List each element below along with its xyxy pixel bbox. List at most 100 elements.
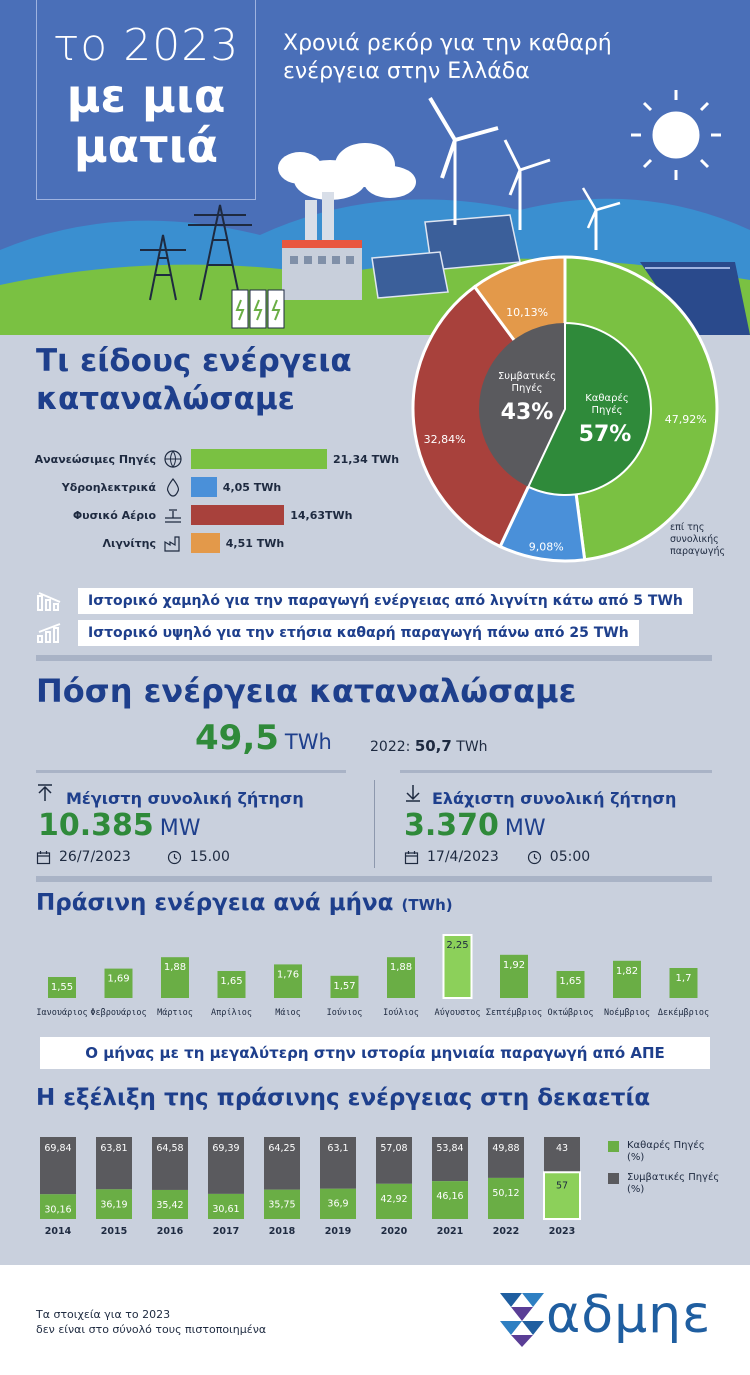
gas-valve-icon xyxy=(165,509,181,523)
hero-subtitle-line2: ενέργεια στην Ελλάδα xyxy=(283,59,530,84)
monthly-title-text: Πράσινη ενέργεια ανά μήνα xyxy=(36,890,394,916)
globe-leaf-icon xyxy=(164,450,182,468)
legend-conv-line1: Συμβατικές Πηγές xyxy=(627,1172,720,1183)
legend-clean: Καθαρές Πηγές (%) xyxy=(608,1140,705,1164)
calendar-icon xyxy=(404,850,419,864)
month-label: Σεπτέμβριος xyxy=(486,1008,542,1018)
clock-icon xyxy=(167,850,181,864)
month-value-label: 1,92 xyxy=(503,960,525,971)
clean-sources-slice xyxy=(527,321,652,496)
prev-year-consumption: 2022: 50,7 TWh xyxy=(370,737,488,755)
monthly-title-unit: (TWh) xyxy=(401,896,453,914)
footer-note: Τα στοιχεία για το 2023 δεν είναι στο σύ… xyxy=(36,1307,276,1337)
energy-bar xyxy=(191,449,327,469)
month-bar xyxy=(500,954,528,998)
pie-note-line1: επί της xyxy=(670,522,705,533)
conventional-value-label: 63,1 xyxy=(327,1143,348,1154)
pie-slice-label: 32,84% xyxy=(424,433,466,446)
hero-title-line1: με μια xyxy=(66,69,226,123)
clean-bar xyxy=(488,1177,524,1219)
energy-bar xyxy=(191,533,220,553)
month-bar xyxy=(48,977,76,998)
sun-icon xyxy=(631,90,721,180)
month-bar xyxy=(442,934,473,999)
divider xyxy=(36,770,346,773)
min-demand-date: 17/4/2023 xyxy=(427,849,499,865)
legend-conventional: Συμβατικές Πηγές (%) xyxy=(608,1172,719,1196)
admie-logo-icon xyxy=(500,1293,544,1347)
conventional-value-label: 57,08 xyxy=(380,1143,407,1154)
year-label: 2021 xyxy=(437,1226,463,1237)
month-value-label: 1,7 xyxy=(676,973,692,984)
month-label: Ιούνιος xyxy=(327,1008,363,1018)
energy-bar-row: Υδροηλεκτρικά 4,05 TWh xyxy=(30,476,281,498)
water-drop-icon xyxy=(166,478,180,497)
month-bar xyxy=(274,964,302,998)
month-value-label: 1,88 xyxy=(390,962,412,973)
month-bar xyxy=(161,957,189,998)
legend-clean-line2: (%) xyxy=(627,1152,645,1163)
month-value-label: 2,25 xyxy=(446,940,468,951)
month-bar xyxy=(556,971,585,998)
month-label: Νοέμβριος xyxy=(604,1008,650,1018)
record-high-text: Ιστορικό υψηλό για την ετήσια καθαρή παρ… xyxy=(78,620,639,646)
clean-value-label: 46,16 xyxy=(436,1191,463,1202)
month-bar xyxy=(613,960,641,998)
pie-slice-label: 9,08% xyxy=(529,541,564,554)
total-consumption-value: 49,5 xyxy=(195,718,279,758)
clean-bar xyxy=(320,1188,356,1219)
energy-bar-label: Λιγνίτης xyxy=(102,536,156,550)
conventional-value-label: 53,84 xyxy=(436,1143,463,1154)
clean-bar xyxy=(432,1181,468,1219)
energy-bar xyxy=(191,477,217,497)
chart-up-icon xyxy=(37,623,61,643)
year-label: 2016 xyxy=(157,1226,184,1237)
decade-stacked-chart: 69,84 30,16 2014 63,81 36,19 2015 64,58 35,42 20… xyxy=(40,1137,581,1237)
min-demand-unit: MW xyxy=(504,816,546,841)
power-pylon-icon xyxy=(140,204,252,301)
clean-bar xyxy=(208,1193,244,1219)
month-bar xyxy=(387,957,415,998)
arrow-up-icon xyxy=(38,784,52,801)
record-low-lignite: Ιστορικό χαμηλό για την παραγωγή ενέργει… xyxy=(36,588,693,614)
legend-clean-line1: Καθαρές Πηγές xyxy=(627,1140,705,1151)
conventional-bar xyxy=(40,1137,76,1195)
max-demand-meta: 26/7/2023 15.00 xyxy=(36,849,230,865)
footer-note-line2: δεν είναι στο σύνολό τους πιστοποιημένα xyxy=(36,1323,267,1336)
year-label: 2020 xyxy=(381,1226,408,1237)
conventional-bar xyxy=(152,1137,188,1190)
vertical-separator xyxy=(374,780,375,868)
conventional-pct: 43% xyxy=(501,400,554,425)
hero-title-line2: ματιά xyxy=(73,119,219,173)
month-value-label: 1,57 xyxy=(333,981,355,992)
cloud-icon xyxy=(278,143,416,200)
min-demand-time: 05:00 xyxy=(549,849,591,865)
energy-bar-label: Ανανεώσιμες Πηγές xyxy=(34,452,156,466)
clean-value-label: 35,42 xyxy=(156,1200,183,1211)
clean-value-label: 57 xyxy=(556,1180,568,1191)
max-demand-number: 10.385 xyxy=(38,808,154,843)
clean-pct: 57% xyxy=(579,422,632,447)
pie-note: επί της συνολικής παραγωγής xyxy=(670,522,750,558)
month-bar xyxy=(217,971,246,998)
footer-note-line1: Τα στοιχεία για το 2023 xyxy=(36,1308,171,1321)
max-demand-date: 26/7/2023 xyxy=(59,849,131,865)
hero-title-box: το 2023 με μια ματιά xyxy=(36,0,256,200)
month-value-label: 1,69 xyxy=(107,974,129,985)
year-label: 2017 xyxy=(213,1226,239,1237)
min-demand-label: Ελάχιστη συνολική ζήτηση xyxy=(432,789,677,808)
month-bar xyxy=(669,968,698,998)
clean-value-label: 42,92 xyxy=(380,1194,407,1205)
month-value-label: 1,88 xyxy=(164,962,186,973)
clean-value-label: 30,16 xyxy=(44,1204,71,1215)
clean-value-label: 36,9 xyxy=(327,1199,348,1210)
hero-title-year: το 2023 xyxy=(52,20,240,71)
energy-bar-row: Λιγνίτης 4,51 TWh xyxy=(30,532,284,554)
year-label: 2019 xyxy=(325,1226,351,1237)
solar-panel-icon xyxy=(371,214,521,299)
clean-bar xyxy=(543,1171,581,1220)
clean-value-label: 36,19 xyxy=(100,1199,127,1210)
energy-bar-row: Ανανεώσιμες Πηγές 21,34 TWh xyxy=(30,448,399,470)
energy-bar-label: Υδροηλεκτρικά xyxy=(61,480,156,494)
